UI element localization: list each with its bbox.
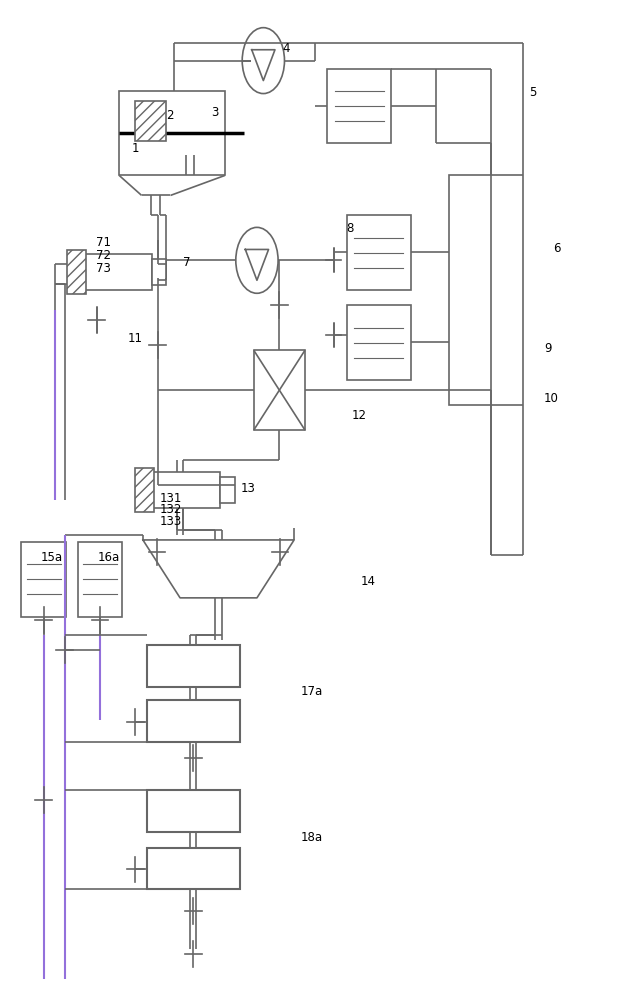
Text: 18a: 18a [300, 831, 323, 844]
Text: 15a: 15a [40, 551, 62, 564]
Bar [347, 305, 411, 380]
Text: 2: 2 [166, 109, 173, 122]
Text: 9: 9 [544, 342, 551, 355]
Bar [78, 542, 123, 617]
Text: 132: 132 [160, 503, 182, 516]
Bar [220, 477, 234, 503]
Bar [152, 259, 166, 285]
Bar [147, 645, 239, 687]
Text: 11: 11 [128, 332, 143, 345]
Text: 8: 8 [347, 222, 354, 235]
Text: 5: 5 [529, 86, 537, 99]
Bar [147, 790, 239, 832]
Bar [254, 350, 305, 430]
Text: 72: 72 [96, 249, 110, 262]
Bar [119, 91, 225, 175]
Text: 3: 3 [211, 106, 218, 119]
Bar [347, 215, 411, 290]
Text: 133: 133 [160, 515, 182, 528]
Bar [449, 175, 490, 405]
Text: 71: 71 [96, 236, 110, 249]
Bar [135, 101, 166, 140]
Text: 12: 12 [352, 409, 367, 422]
Text: 4: 4 [282, 42, 290, 55]
Text: 6: 6 [553, 242, 560, 255]
Text: 73: 73 [96, 262, 110, 275]
Bar [147, 848, 239, 889]
Polygon shape [252, 50, 275, 81]
Bar [135, 468, 155, 512]
Bar [147, 700, 239, 742]
Polygon shape [143, 540, 294, 598]
Bar [21, 542, 66, 617]
Text: 16a: 16a [98, 551, 120, 564]
Bar [67, 250, 86, 294]
Bar [146, 472, 220, 508]
Text: 14: 14 [361, 575, 376, 588]
Text: 1: 1 [132, 142, 139, 155]
Bar [78, 254, 152, 290]
Text: 17a: 17a [300, 685, 323, 698]
Text: 131: 131 [160, 492, 182, 505]
Text: 10: 10 [544, 392, 559, 405]
Bar [327, 69, 392, 143]
Polygon shape [245, 249, 268, 280]
Text: 7: 7 [183, 256, 191, 269]
Text: 13: 13 [241, 482, 256, 495]
